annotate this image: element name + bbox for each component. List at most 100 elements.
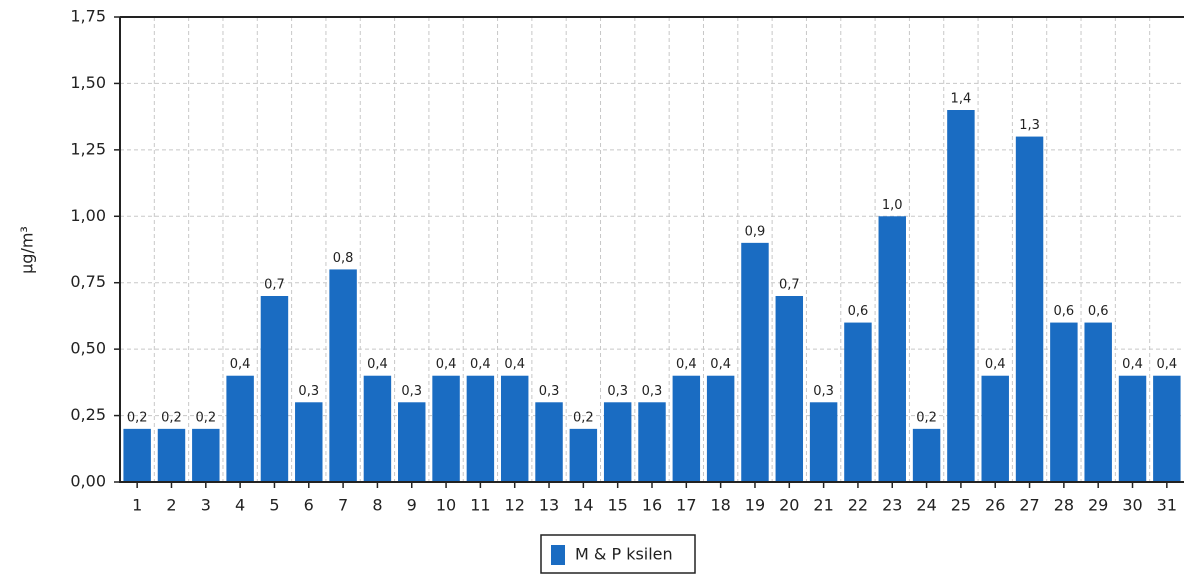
bar [398, 402, 426, 482]
legend-box [540, 534, 696, 574]
x-tick-label: 23 [882, 496, 902, 515]
value-label: 0,3 [813, 384, 834, 399]
bar [295, 402, 323, 482]
value-label: 0,3 [642, 384, 663, 399]
value-label: 0,4 [230, 357, 251, 372]
x-tick-label: 14 [573, 496, 593, 515]
bar [912, 428, 941, 482]
bar [638, 402, 666, 482]
value-label: 0,3 [539, 384, 560, 399]
value-label: 0,6 [1088, 304, 1109, 319]
y-tick-label: 0,50 [70, 339, 106, 358]
y-tick-label: 0,25 [70, 405, 106, 424]
bar [1050, 322, 1078, 482]
bar [981, 375, 1009, 482]
bar [1084, 322, 1112, 482]
bar [947, 110, 975, 482]
bar [123, 428, 151, 482]
value-label: 0,7 [264, 278, 285, 293]
value-label: 0,3 [298, 384, 319, 399]
value-label: 0,2 [161, 410, 182, 425]
value-label: 0,2 [573, 410, 594, 425]
bar [775, 296, 804, 482]
bar [500, 375, 529, 482]
value-label: 1,4 [951, 92, 972, 107]
value-label: 0,4 [985, 357, 1006, 372]
bar [466, 375, 495, 482]
x-tick-label: 16 [642, 496, 662, 515]
value-label: 0,9 [745, 224, 766, 239]
value-label: 0,6 [1054, 304, 1075, 319]
value-label: 0,2 [916, 410, 937, 425]
bar [329, 269, 357, 482]
x-tick-label: 22 [848, 496, 868, 515]
bar [260, 296, 289, 482]
x-tick-label: 19 [745, 496, 765, 515]
y-tick-label: 0,75 [70, 272, 106, 291]
x-tick-label: 6 [304, 496, 314, 515]
value-label: 0,4 [436, 357, 457, 372]
y-tick-label: 1,00 [70, 206, 106, 225]
value-label: 0,4 [710, 357, 731, 372]
x-tick-label: 21 [813, 496, 833, 515]
y-tick-label: 0,00 [70, 472, 106, 491]
value-label: 0,4 [367, 357, 388, 372]
bar [535, 402, 563, 482]
x-tick-label: 5 [269, 496, 279, 515]
x-tick-label: 11 [470, 496, 490, 515]
bar [809, 402, 838, 482]
y-tick-label: 1,50 [70, 73, 106, 92]
x-tick-label: 24 [916, 496, 936, 515]
bar [363, 375, 392, 482]
legend-swatch [551, 545, 565, 565]
x-tick-label: 29 [1088, 496, 1108, 515]
bar [878, 216, 906, 483]
value-label: 0,7 [779, 278, 800, 293]
bar [741, 242, 769, 482]
x-tick-label: 25 [951, 496, 971, 515]
x-tick-label: 27 [1019, 496, 1039, 515]
value-label: 0,4 [1122, 357, 1143, 372]
value-label: 0,2 [195, 410, 216, 425]
bar [844, 322, 872, 482]
bar [1153, 375, 1181, 482]
bar [1118, 375, 1147, 482]
x-tick-label: 2 [166, 496, 176, 515]
x-tick-label: 18 [710, 496, 730, 515]
legend-label: M & P ksilen [575, 545, 673, 564]
value-label: 0,4 [676, 357, 697, 372]
bar [432, 375, 460, 482]
x-tick-label: 13 [539, 496, 559, 515]
bar [192, 428, 220, 482]
value-label: 0,3 [607, 384, 628, 399]
x-tick-label: 28 [1054, 496, 1074, 515]
axis-frame [119, 16, 1184, 483]
y-tick-label: 1,75 [70, 7, 106, 26]
value-label: 1,3 [1019, 118, 1040, 133]
x-tick-label: 20 [779, 496, 799, 515]
value-label: 1,0 [882, 198, 903, 213]
x-tick-label: 17 [676, 496, 696, 515]
x-tick-label: 4 [235, 496, 245, 515]
x-tick-label: 30 [1122, 496, 1142, 515]
bar [226, 375, 254, 482]
value-label: 0,3 [401, 384, 422, 399]
value-label: 0,4 [1156, 357, 1177, 372]
bar [569, 428, 598, 482]
x-tick-label: 3 [201, 496, 211, 515]
y-axis-label: µg/m³ [18, 226, 37, 274]
value-label: 0,2 [127, 410, 148, 425]
x-tick-label: 26 [985, 496, 1005, 515]
bar [706, 375, 735, 482]
value-label: 0,8 [333, 251, 354, 266]
bar [157, 428, 186, 482]
bar [603, 402, 632, 482]
y-tick-label: 1,25 [70, 139, 106, 158]
x-tick-label: 31 [1157, 496, 1177, 515]
x-tick-label: 15 [607, 496, 627, 515]
x-tick-label: 7 [338, 496, 348, 515]
bar [1015, 136, 1044, 483]
value-label: 0,4 [504, 357, 525, 372]
value-label: 0,6 [848, 304, 869, 319]
